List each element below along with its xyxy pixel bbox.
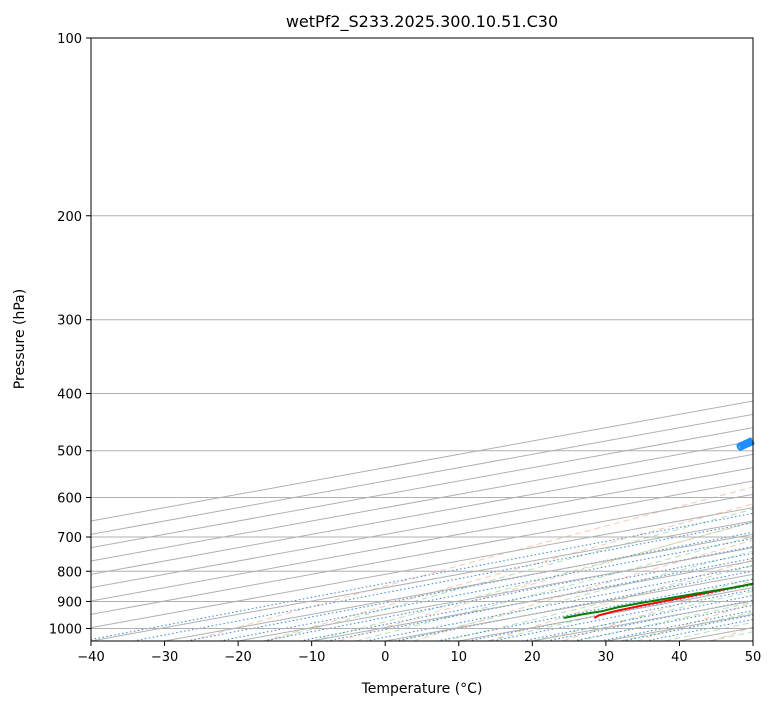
dry-adiabat-line xyxy=(338,521,753,641)
moist-adiabat-line xyxy=(311,521,753,641)
mixing-ratio-line xyxy=(573,604,753,641)
y-tick-label: 400 xyxy=(57,388,82,403)
x-tick-label: −30 xyxy=(151,650,178,665)
mixing-ratio-label: 30 xyxy=(737,436,755,453)
mixing-ratio-label: 1 xyxy=(740,438,752,452)
y-axis-label: Pressure (hPa) xyxy=(12,289,28,389)
mixing-ratio-line xyxy=(91,512,753,640)
x-tick-label: −10 xyxy=(298,650,325,665)
moist-adiabat-line xyxy=(355,535,753,641)
mixing-ratio-label: 6 xyxy=(740,438,752,452)
y-tick-label: 100 xyxy=(57,32,82,47)
x-tick-label: −20 xyxy=(224,650,251,665)
x-tick-label: 0 xyxy=(381,650,389,665)
isotherm-line xyxy=(91,453,753,575)
mixing-ratio-line xyxy=(263,545,753,641)
x-axis-ticks: −40 −30 −20 −10 0 10 20 30 40 50 xyxy=(77,641,761,665)
mixing-ratio-line xyxy=(326,557,753,641)
chart-title: wetPf2_S233.2025.300.10.51.C30 xyxy=(286,12,558,32)
grid-lines xyxy=(91,38,753,641)
y-tick-label: 700 xyxy=(57,531,82,546)
isotherm-line xyxy=(164,533,753,641)
x-tick-label: 40 xyxy=(671,650,688,665)
isotherm-line xyxy=(91,520,753,641)
y-tick-label: 800 xyxy=(57,565,82,580)
x-tick-label: 50 xyxy=(745,650,762,665)
y-tick-label: 500 xyxy=(57,445,82,460)
mixing-ratio-line xyxy=(492,589,753,641)
mixing-ratio-label: 25 xyxy=(737,436,755,453)
isotherm-line xyxy=(238,547,753,641)
y-tick-label: 900 xyxy=(57,595,82,610)
mixing-ratio-label: 10 xyxy=(737,436,755,453)
plot-frame xyxy=(90,37,754,642)
mixing-ratio-line xyxy=(546,599,753,641)
mixing-ratio-label: 4 xyxy=(740,438,752,452)
dry-adiabat-line xyxy=(264,503,753,641)
moist-adiabat-line xyxy=(267,508,753,641)
moist-adiabat-line xyxy=(708,631,753,641)
mixing-ratio-line xyxy=(522,594,753,641)
y-axis-ticks: 100 200 300 400 500 600 700 800 900 1000 xyxy=(49,32,91,637)
mixing-ratio-label: 16 xyxy=(737,436,755,453)
moist-adiabat-line xyxy=(443,565,753,641)
mixing-ratio-label: 3 xyxy=(740,438,752,452)
isotherm-line xyxy=(91,507,753,629)
x-tick-label: −40 xyxy=(77,650,104,665)
y-tick-label: 1000 xyxy=(49,622,82,637)
moist-adiabat-line xyxy=(664,621,753,641)
dry-adiabat-line xyxy=(413,539,753,641)
moist-adiabat-line xyxy=(620,611,753,641)
dry-adiabat-line xyxy=(637,602,753,641)
y-tick-label: 200 xyxy=(57,210,82,225)
isotherm-line xyxy=(91,427,753,549)
background-lines xyxy=(91,486,753,641)
moist-adiabat-line xyxy=(399,550,753,641)
dry-adiabat-line xyxy=(562,580,753,641)
moist-adiabat-line xyxy=(532,590,753,641)
isotherm-line xyxy=(679,627,753,641)
mixing-ratio-line xyxy=(467,584,753,641)
mixing-ratio-label: 20 xyxy=(737,436,755,453)
isotherm-line xyxy=(311,560,753,641)
mixing-ratio-label: 8 xyxy=(740,438,752,452)
mixing-ratio-label: 13 xyxy=(737,436,755,453)
mixing-ratio-line xyxy=(132,521,753,641)
moist-adiabat-line xyxy=(576,601,753,641)
isotherm-line xyxy=(91,493,753,615)
y-tick-label: 300 xyxy=(57,314,82,329)
dry-adiabat-line xyxy=(711,626,753,641)
y-tick-label: 600 xyxy=(57,491,82,506)
x-tick-label: 20 xyxy=(524,650,541,665)
dewpoint-line xyxy=(563,582,753,619)
mixing-ratio-line xyxy=(299,552,753,641)
isotherm-line xyxy=(91,440,753,562)
isotherm-line xyxy=(91,467,753,589)
mixing-ratio-label: 2 xyxy=(740,438,752,452)
profile-series xyxy=(563,582,753,619)
mixing-ratio-line xyxy=(365,565,753,641)
isotherm-line xyxy=(752,640,753,641)
dry-adiabat-line xyxy=(487,559,753,641)
dry-adiabat-line xyxy=(189,486,753,641)
isotherm-line xyxy=(458,587,753,641)
x-tick-label: 30 xyxy=(598,650,615,665)
mixing-ratio-line xyxy=(219,537,753,641)
isotherm-line xyxy=(605,613,753,641)
x-tick-label: 10 xyxy=(451,650,468,665)
mixing-ratio-label: 36 xyxy=(737,436,755,453)
isotherm-line xyxy=(91,480,753,602)
x-axis-label: Temperature (°C) xyxy=(361,681,483,697)
